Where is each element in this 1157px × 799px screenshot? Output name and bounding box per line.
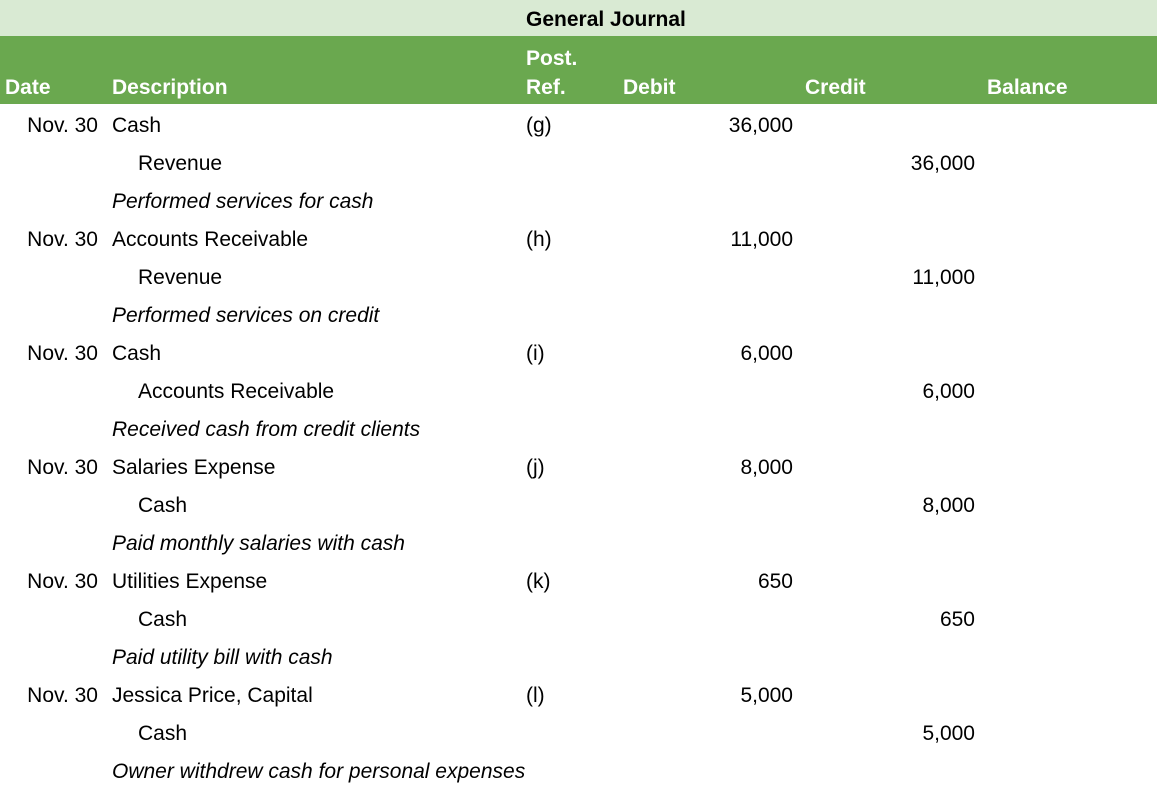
- credit-account: Accounts Receivable: [138, 380, 335, 403]
- credit-amount: 8,000: [922, 494, 975, 517]
- post-ref: (j): [526, 456, 545, 479]
- column-header: Debit: [623, 76, 676, 99]
- post-ref: (h): [526, 228, 552, 251]
- debit-account: Cash: [112, 342, 162, 365]
- credit-amount: 650: [939, 608, 975, 631]
- entry-memo: Owner withdrew cash for personal expense…: [112, 760, 526, 783]
- debit-amount: 36,000: [728, 114, 793, 137]
- entry-date: Nov. 30: [27, 456, 98, 479]
- debit-account: Cash: [112, 114, 162, 137]
- credit-account: Revenue: [138, 152, 223, 175]
- entry-date: Nov. 30: [27, 570, 98, 593]
- entry-date: Nov. 30: [27, 114, 98, 137]
- post-ref: (i): [526, 342, 545, 365]
- column-header: Description: [112, 76, 228, 99]
- debit-account: Salaries Expense: [112, 456, 276, 479]
- credit-account: Cash: [138, 608, 188, 631]
- entry-memo: Paid monthly salaries with cash: [112, 532, 405, 555]
- journal-title: General Journal: [526, 8, 686, 31]
- header-band: [0, 36, 1157, 104]
- credit-account: Cash: [138, 494, 188, 517]
- credit-account: Revenue: [138, 266, 223, 289]
- column-header: Post. Ref.: [526, 47, 578, 99]
- post-ref: (k): [526, 570, 551, 593]
- column-header: Balance: [987, 76, 1068, 99]
- debit-amount: 11,000: [730, 228, 793, 251]
- entry-memo: Paid utility bill with cash: [112, 646, 333, 669]
- debit-amount: 5,000: [740, 684, 793, 707]
- column-header: Date: [5, 76, 51, 99]
- credit-amount: 11,000: [912, 266, 975, 289]
- credit-amount: 5,000: [922, 722, 975, 745]
- debit-amount: 8,000: [740, 456, 793, 479]
- column-header: Credit: [805, 76, 866, 99]
- debit-amount: 6,000: [740, 342, 793, 365]
- title-band: [0, 0, 1157, 36]
- entry-date: Nov. 30: [27, 684, 98, 707]
- credit-account: Cash: [138, 722, 188, 745]
- credit-amount: 36,000: [910, 152, 975, 175]
- post-ref: (g): [526, 114, 552, 137]
- post-ref: (l): [526, 684, 545, 707]
- entry-memo: Performed services on credit: [112, 304, 380, 327]
- entry-date: Nov. 30: [27, 342, 98, 365]
- entry-memo: Received cash from credit clients: [112, 418, 421, 441]
- debit-account: Utilities Expense: [112, 570, 268, 593]
- debit-account: Jessica Price, Capital: [112, 684, 313, 707]
- debit-amount: 650: [757, 570, 793, 593]
- credit-amount: 6,000: [922, 380, 975, 403]
- entry-memo: Performed services for cash: [112, 190, 374, 213]
- debit-account: Accounts Receivable: [112, 228, 309, 251]
- entry-date: Nov. 30: [27, 228, 98, 251]
